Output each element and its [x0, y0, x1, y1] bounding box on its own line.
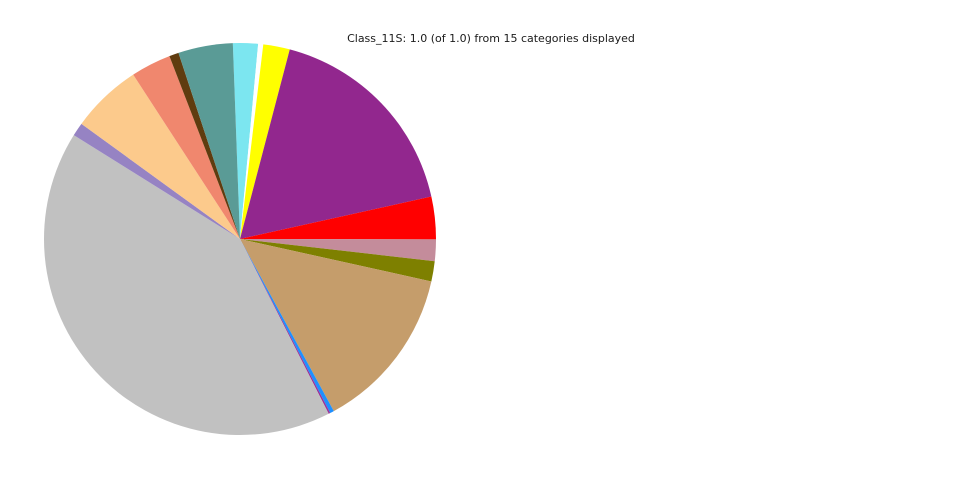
pie-slice-red: [240, 196, 437, 240]
pie-slice-purple: [240, 49, 432, 240]
pie-slice-cyan: [232, 42, 259, 239]
pie-slice-teal: [178, 43, 240, 239]
pie-slice-dark-brown: [169, 52, 240, 239]
pie-slice-medium-purple: [73, 123, 241, 239]
pie-slice-olive: [240, 239, 435, 282]
pie-slice-mauve: [240, 239, 436, 262]
pie-slice-violet-hairline: [240, 239, 331, 414]
pie-slice-yellow: [240, 44, 290, 239]
pie-slice-gray: [43, 135, 329, 436]
pie-slice-dodger-blue: [240, 239, 334, 413]
chart-title: Class_11S: 1.0 (of 1.0) from 15 categori…: [347, 32, 635, 45]
pie-slice-white: [240, 43, 264, 240]
pie-slice-tan: [240, 239, 432, 412]
pie-slice-peach: [81, 74, 240, 239]
pie-slice-salmon: [133, 56, 240, 240]
